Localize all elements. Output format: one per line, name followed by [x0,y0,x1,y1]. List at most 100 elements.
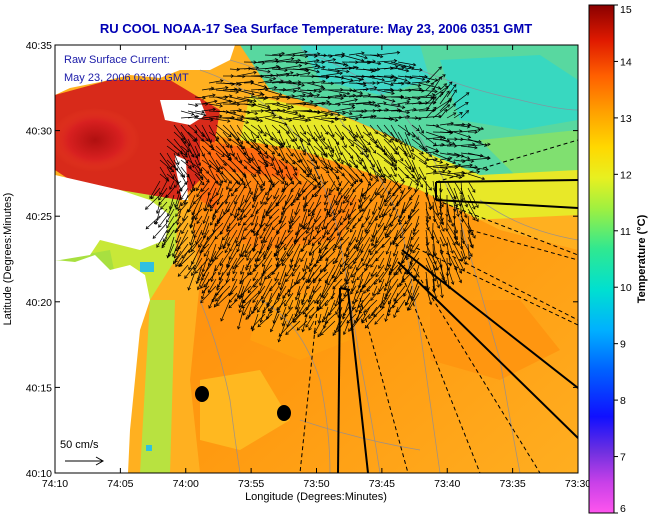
current-vector [341,114,363,119]
current-vector [275,194,287,207]
current-vector [282,313,287,326]
current-vector [209,194,217,202]
current-vector-head [194,216,199,221]
current-vector-head [277,296,281,301]
current-vector [285,124,297,141]
current-vector-head [430,236,435,241]
current-vector [390,82,404,85]
current-vector [257,159,268,167]
current-vector-head [276,229,280,233]
current-vector-head [242,74,246,79]
current-vector-head [388,271,392,276]
current-vector [348,173,356,184]
current-vector-head [437,85,442,90]
current-vector [338,236,350,249]
current-vector-head [277,129,281,134]
current-vector-head [330,149,335,154]
current-vector [308,306,322,319]
current-vector-head [378,108,382,113]
current-vector-head [302,196,307,200]
current-vector-head [470,244,474,249]
current-vector-head [308,315,313,319]
current-vector [398,208,406,222]
current-vector-head [242,172,246,176]
current-vector-head [349,111,353,116]
current-vector [376,75,398,79]
current-vector [271,103,291,110]
current-vector-head [466,156,471,160]
current-vector-head [408,65,412,69]
current-vector-head [313,186,317,191]
current-vector-head [359,151,364,156]
current-vector [306,82,324,88]
current-vector-head [384,202,388,207]
current-vector [250,124,263,134]
current-vector [418,89,438,93]
current-vector [321,306,336,323]
current-vector [166,208,175,223]
current-vector [306,94,320,98]
current-vector-head [426,227,430,231]
current-vector [410,236,420,252]
current-vector [341,67,352,70]
current-vector [439,109,448,119]
current-vector-head [487,156,491,161]
current-vector [299,152,312,172]
current-vector-head [262,270,267,274]
current-vector [439,243,443,255]
current-vector [306,145,318,164]
current-vector [387,306,392,317]
current-vector-head [394,118,399,122]
current-annotation-line2: May 23, 2006 03:00 GMT [64,72,189,84]
current-vector [390,124,403,145]
current-vector-head [215,192,220,196]
current-vector-head [422,146,426,150]
current-vector-head [253,102,257,107]
current-vector [243,215,252,226]
current-vector-head [252,277,256,282]
current-vector-head [340,136,344,141]
current-vector-head [364,228,368,233]
current-vector [343,320,350,335]
current-vector-head [355,267,360,271]
current-vector [359,278,371,293]
current-vector-head [465,110,469,114]
current-vector-head [469,163,473,168]
current-vector [313,145,326,156]
current-vector-head [317,64,321,69]
current-vector-head [404,220,409,225]
current-vector [327,68,350,73]
current-vector-head [246,257,250,261]
current-vector [397,152,404,162]
current-vector-head [306,285,311,290]
current-vector [446,264,454,285]
current-vector [355,173,363,183]
current-vector [278,145,288,164]
current-vector [439,201,442,216]
current-vector-head [275,263,280,268]
current-vector [220,250,231,266]
current-vector [243,96,266,100]
current-vector-head [290,105,295,109]
current-vector-head [324,146,328,150]
current-vector-head [300,258,304,263]
current-vector [194,110,205,113]
current-vector [334,131,344,140]
current-vector-head [263,227,267,231]
current-vector-head [207,151,211,155]
current-vector-head [251,92,255,96]
current-vector-head [158,196,162,201]
current-vector-head [269,78,273,83]
current-vector-head [373,114,377,119]
current-vector [374,271,385,285]
current-vector-head [308,327,312,331]
current-vector-head [259,130,263,134]
current-vector [229,68,240,71]
current-vector [295,292,301,310]
current-vector [222,110,244,118]
current-vector-head [215,298,219,302]
current-vector [165,187,175,198]
current-vector [329,180,336,192]
current-vector [311,236,322,246]
colorbar-tick-label: 6 [620,503,626,515]
